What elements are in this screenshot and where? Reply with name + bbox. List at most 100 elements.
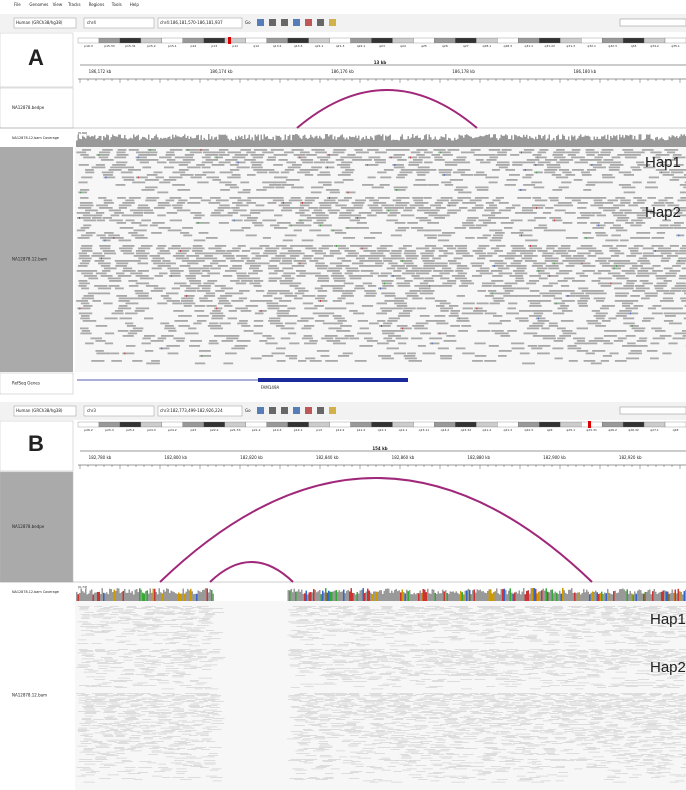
read: [185, 608, 193, 609]
read: [407, 295, 419, 297]
read: [499, 210, 511, 212]
go-button[interactable]: Go: [245, 408, 251, 413]
read: [322, 644, 336, 645]
toolbar-icon[interactable]: [329, 407, 336, 414]
mismatch: [79, 217, 80, 219]
coverage-bar: [561, 139, 563, 147]
coverage-bar: [264, 134, 266, 147]
go-button[interactable]: Go: [245, 20, 251, 25]
read: [300, 205, 310, 207]
toolbar-icon[interactable]: [329, 19, 336, 26]
toolbar-icon[interactable]: [257, 407, 264, 414]
coverage-bar: [340, 135, 342, 147]
menu-item[interactable]: View: [53, 2, 63, 7]
coverage-bar: [171, 591, 173, 601]
read: [630, 295, 640, 297]
read: [126, 644, 137, 645]
read: [176, 638, 188, 639]
read: [478, 617, 487, 618]
menu-item[interactable]: Tracks: [67, 2, 81, 7]
toolbar-icon[interactable]: [293, 407, 300, 414]
toolbar-icon[interactable]: [317, 407, 324, 414]
toolbar-icon[interactable]: [293, 19, 300, 26]
coverage-bar: [483, 591, 485, 601]
read: [497, 162, 509, 164]
read: [487, 618, 498, 619]
read: [309, 260, 318, 262]
read: [634, 245, 643, 247]
read: [218, 303, 231, 305]
read: [540, 651, 553, 652]
read: [103, 303, 112, 305]
read: [77, 665, 89, 666]
toolbar-icon[interactable]: [281, 19, 288, 26]
read: [354, 205, 364, 207]
read: [136, 283, 149, 285]
read: [457, 197, 471, 199]
read: [625, 631, 634, 632]
coverage-bar: [646, 134, 648, 147]
read: [576, 258, 587, 260]
read: [530, 290, 539, 292]
coverage-bar: [393, 593, 395, 601]
read: [335, 338, 349, 340]
read: [316, 698, 325, 699]
read: [315, 265, 328, 267]
read: [202, 640, 211, 641]
read: [534, 313, 543, 315]
toolbar-icon[interactable]: [305, 407, 312, 414]
read: [580, 159, 592, 161]
read: [210, 328, 223, 330]
menu-item[interactable]: Regions: [89, 2, 105, 7]
menu-item[interactable]: Genomes: [29, 2, 48, 7]
coverage-bar: [507, 135, 509, 147]
read: [198, 656, 207, 657]
read: [604, 222, 614, 224]
toolbar-icon[interactable]: [317, 19, 324, 26]
read: [438, 235, 452, 237]
read: [661, 258, 670, 260]
read: [259, 245, 269, 247]
read: [277, 313, 289, 315]
read: [78, 666, 90, 667]
menu-item[interactable]: Help: [130, 2, 140, 7]
coverage-bar: [430, 594, 432, 601]
menu-item[interactable]: Tools: [111, 2, 122, 7]
read: [304, 616, 313, 617]
read: [526, 174, 534, 176]
coverage-bar: [522, 592, 524, 601]
toolbar-icon[interactable]: [281, 407, 288, 414]
read: [330, 263, 342, 265]
menu-item[interactable]: File: [14, 2, 21, 7]
read: [157, 674, 165, 675]
read: [502, 694, 514, 695]
read: [585, 612, 595, 613]
toolbar-icon[interactable]: [269, 19, 276, 26]
read: [98, 263, 111, 265]
read: [342, 703, 354, 704]
read: [237, 167, 250, 169]
read: [441, 701, 450, 702]
coverage-bar: [624, 138, 626, 147]
toolbar-icon[interactable]: [257, 19, 264, 26]
coverage-bar: [498, 593, 500, 601]
zoom-slider[interactable]: [620, 19, 686, 26]
read: [387, 705, 397, 706]
read: [318, 300, 328, 302]
read: [183, 159, 195, 161]
toolbar-icon[interactable]: [269, 407, 276, 414]
coverage-bar: [495, 134, 497, 147]
read: [611, 659, 624, 660]
read: [474, 174, 487, 176]
read: [396, 202, 410, 204]
read: [424, 152, 433, 154]
read: [127, 710, 139, 711]
read: [79, 685, 89, 686]
read: [281, 248, 292, 250]
read: [618, 630, 628, 631]
zoom-slider[interactable]: [620, 407, 686, 414]
read: [587, 665, 599, 666]
coverage-bar: [534, 588, 536, 601]
toolbar-icon[interactable]: [305, 19, 312, 26]
read: [292, 707, 305, 708]
